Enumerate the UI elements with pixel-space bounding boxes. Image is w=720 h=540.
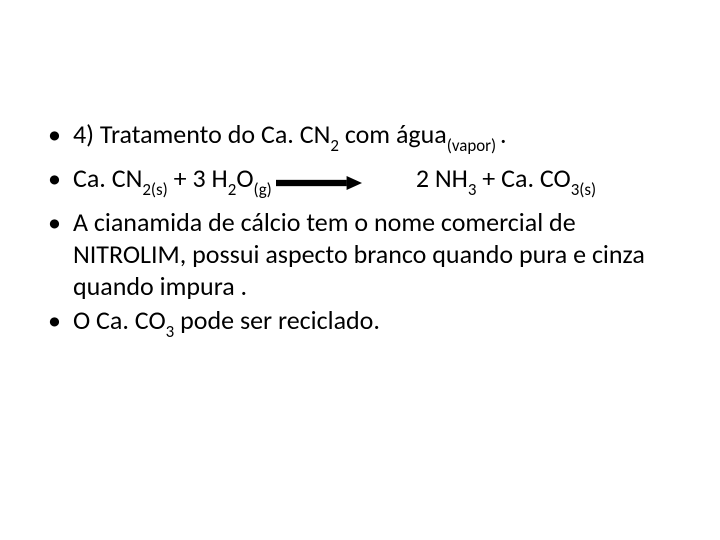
subscript-text: (g) <box>254 179 272 200</box>
body-text: Ca. CN <box>73 162 142 194</box>
body-text: 2 NH <box>416 162 468 194</box>
body-text: pode ser reciclado. <box>174 304 380 336</box>
subscript-text: 3 <box>468 179 477 200</box>
body-text: 4) Tratamento do Ca. CN <box>73 118 330 150</box>
bullet-content: O Ca. CO3 pode ser reciclado. <box>73 304 380 346</box>
body-text: A cianamida de cálcio tem o nome comerci… <box>73 206 645 302</box>
arrow-icon <box>276 165 362 197</box>
body-text: + Ca. CO <box>476 162 570 194</box>
bullet-marker: • <box>48 162 61 194</box>
bullet-item: • O Ca. CO3 pode ser reciclado. <box>48 304 672 346</box>
body-text: O Ca. CO <box>73 304 166 336</box>
bullet-marker: • <box>48 304 61 336</box>
subscript-text: 3 <box>166 321 175 342</box>
body-text: O <box>236 162 253 194</box>
bullet-list: •4) Tratamento do Ca. CN2 com água(vapor… <box>48 118 672 347</box>
subscript-text: 2 <box>330 135 339 156</box>
bullet-marker: • <box>48 118 61 150</box>
subscript-text: 2(s) <box>142 179 167 200</box>
slide: •4) Tratamento do Ca. CN2 com água(vapor… <box>0 0 720 540</box>
bullet-item: • 4) Tratamento do Ca. CN2 com água(vapor… <box>48 118 672 160</box>
bullet-item: • Ca. CN2(s) + 3 H2O(g) 2 NH3 + Ca. CO3(s) <box>48 162 672 204</box>
body-text: com água <box>339 118 447 150</box>
body-text: + 3 H <box>168 162 228 194</box>
bullet-content: A cianamida de cálcio tem o nome comerci… <box>73 206 672 302</box>
subscript-text: 2 <box>228 179 237 200</box>
bullet-item: • A cianamida de cálcio tem o nome comerc… <box>48 206 672 302</box>
bullet-marker: • <box>48 206 61 238</box>
subscript-text: (vapor) <box>447 135 500 156</box>
body-text: . <box>500 118 507 150</box>
bullet-content: Ca. CN2(s) + 3 H2O(g) 2 NH3 + Ca. CO3(s) <box>73 162 596 204</box>
subscript-text: 3(s) <box>571 179 596 200</box>
bullet-content: 4) Tratamento do Ca. CN2 com água(vapor)… <box>73 118 507 160</box>
